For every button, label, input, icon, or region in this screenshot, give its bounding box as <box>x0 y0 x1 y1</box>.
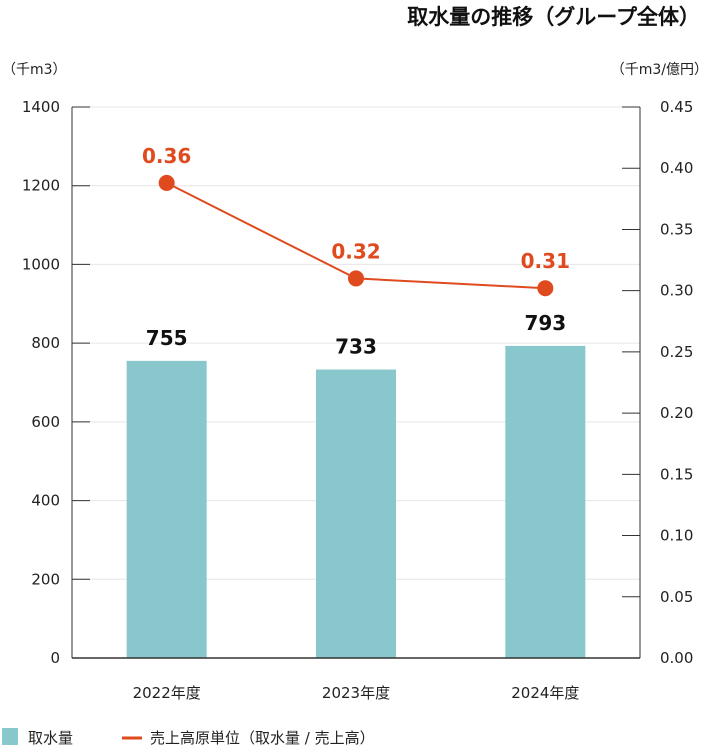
right-tick-label: 0.35 <box>660 220 693 238</box>
right-tick-label: 0.20 <box>660 404 693 422</box>
right-tick-label: 0.05 <box>660 588 693 606</box>
right-tick-label: 0.40 <box>660 159 693 177</box>
left-tick-label: 1400 <box>22 98 60 116</box>
legend-line-label: 売上高原単位（取水量 / 売上高） <box>150 729 375 747</box>
bar-value-label: 733 <box>335 335 377 359</box>
category-label: 2023年度 <box>322 684 390 702</box>
line-series: 0.36 0.32 0.31 <box>142 144 570 297</box>
line-point <box>537 280 554 297</box>
left-tick-label: 200 <box>31 570 60 588</box>
line-value-label: 0.32 <box>331 239 380 263</box>
left-tick-label: 1200 <box>22 177 60 195</box>
right-tick-label: 0.30 <box>660 282 693 300</box>
right-tick-label: 0.10 <box>660 527 693 545</box>
right-tick-label: 0.45 <box>660 98 693 116</box>
legend-bar-label: 取水量 <box>28 729 73 747</box>
left-tick-label: 600 <box>31 413 60 431</box>
bar <box>505 345 586 658</box>
left-tick-label: 400 <box>31 492 60 510</box>
line-value-label: 0.36 <box>142 144 191 168</box>
bar-series: 755 733 793 <box>126 311 586 658</box>
category-label: 2024年度 <box>511 684 579 702</box>
right-axis-ticks: 0.00 0.05 0.10 0.15 0.20 0.25 0.30 0.35 0.40 0.45 <box>622 98 693 667</box>
bar <box>316 369 396 658</box>
left-axis-unit: （千m3） <box>2 62 67 78</box>
right-tick-label: 0.25 <box>660 343 693 361</box>
bar <box>126 360 207 658</box>
left-tick-label: 1000 <box>22 255 60 273</box>
left-tick-label: 800 <box>31 334 60 352</box>
bar-value-label: 755 <box>146 326 188 350</box>
chart-title: 取水量の推移（グループ全体） <box>407 5 700 29</box>
legend-bar-swatch <box>2 728 18 745</box>
left-axis-ticks: 0 200 400 600 800 1000 1200 1400 <box>22 98 90 667</box>
right-tick-label: 0.00 <box>660 649 693 667</box>
bar-value-label: 793 <box>524 311 566 335</box>
category-labels: 2022年度 2023年度 2024年度 <box>133 684 580 702</box>
legend: 取水量 売上高原単位（取水量 / 売上高） <box>2 728 375 747</box>
line-value-label: 0.31 <box>521 249 570 273</box>
line-point <box>348 270 364 287</box>
right-tick-label: 0.15 <box>660 465 693 483</box>
right-axis-unit: （千m3/億円） <box>611 62 708 78</box>
category-label: 2022年度 <box>133 684 201 702</box>
left-tick-label: 0 <box>50 649 60 667</box>
line-point <box>158 174 175 191</box>
